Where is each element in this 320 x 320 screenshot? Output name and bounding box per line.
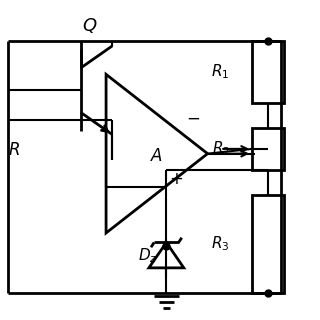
Text: $+$: $+$ <box>169 170 183 188</box>
Bar <box>252 41 284 103</box>
Bar <box>252 128 284 170</box>
Text: $R_3$: $R_3$ <box>211 235 230 253</box>
Text: $R$: $R$ <box>8 142 20 159</box>
Text: $D_z$: $D_z$ <box>138 246 157 265</box>
Text: $A$: $A$ <box>150 148 164 165</box>
Bar <box>252 195 284 293</box>
Text: $-$: $-$ <box>186 108 200 126</box>
Text: $R_2$: $R_2$ <box>212 140 230 158</box>
Text: $Q$: $Q$ <box>83 16 98 35</box>
Text: $R_1$: $R_1$ <box>212 63 230 81</box>
